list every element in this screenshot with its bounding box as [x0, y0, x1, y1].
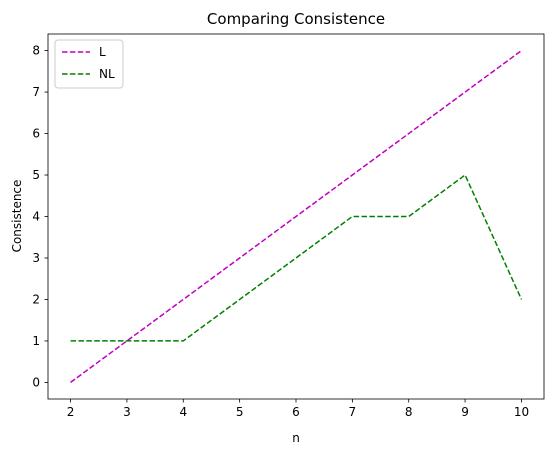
legend-entries: L NL	[62, 45, 115, 81]
x-tick-label: 3	[123, 405, 131, 419]
chart-title: Comparing Consistence	[207, 10, 385, 28]
x-tick-label: 7	[349, 405, 357, 419]
y-tick-label: 2	[32, 292, 40, 306]
x-tick-label: 10	[514, 405, 529, 419]
y-tick-label: 4	[32, 210, 40, 224]
x-tick-label: 8	[405, 405, 413, 419]
series-line-l	[70, 49, 522, 384]
y-tick-label: 6	[32, 127, 40, 141]
y-axis-ticks: 0 1 2 3 4 5 6 7 8	[32, 44, 48, 389]
y-tick-label: 8	[32, 44, 40, 58]
plot-area: 2 3 4 5 6 7 8 9 10 0 1 2 3 4 5 6 7 8	[32, 33, 545, 419]
x-tick-label: 2	[67, 405, 75, 419]
legend: L NL	[54, 39, 124, 89]
x-tick-label: 4	[179, 405, 187, 419]
y-tick-label: 7	[32, 85, 40, 99]
y-axis-label: Consistence	[10, 180, 24, 253]
x-axis-label: n	[292, 431, 300, 445]
y-tick-label: 5	[32, 168, 40, 182]
x-axis-ticks: 2 3 4 5 6 7 8 9 10	[67, 399, 529, 419]
x-tick-label: 9	[461, 405, 469, 419]
legend-label-nl: NL	[99, 67, 115, 81]
y-tick-label: 0	[32, 375, 40, 389]
x-tick-label: 6	[292, 405, 300, 419]
series-line-nl	[70, 174, 523, 342]
y-tick-label: 1	[32, 334, 40, 348]
x-tick-label: 5	[236, 405, 244, 419]
y-tick-label: 3	[32, 251, 40, 265]
series-lines	[70, 49, 523, 384]
legend-label-l: L	[99, 45, 106, 59]
